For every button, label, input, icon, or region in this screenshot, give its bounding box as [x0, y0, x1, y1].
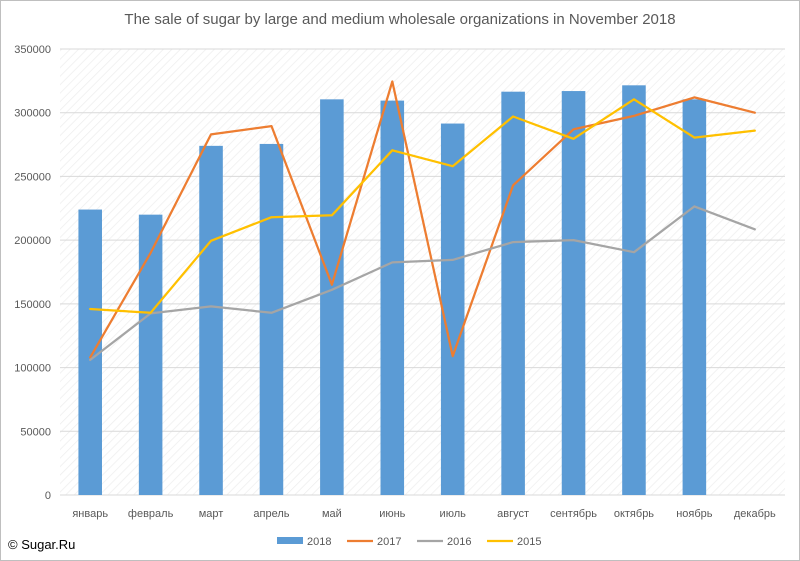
x-tick-label: май	[322, 508, 342, 520]
bar-2018	[320, 99, 344, 495]
x-tick-label: март	[199, 508, 224, 520]
gridlines	[60, 48, 785, 496]
x-tick-label: апрель	[253, 508, 289, 520]
x-tick-label: сентябрь	[550, 508, 597, 520]
y-tick-label: 0	[45, 490, 51, 502]
x-tick-label: январь	[72, 508, 108, 520]
bar-2018	[501, 91, 525, 495]
x-tick-label: июнь	[379, 508, 405, 520]
bar-2018	[622, 85, 646, 496]
y-tick-label: 300000	[14, 108, 51, 120]
copyright-label: © Sugar.Ru	[8, 537, 76, 552]
y-tick-label: 100000	[14, 363, 51, 375]
series-lines	[89, 80, 756, 362]
x-tick-label: декабрь	[734, 508, 776, 520]
bar-2018	[138, 214, 163, 495]
y-tick-label: 150000	[14, 299, 51, 311]
axis-labels: 0 50000 100000 150000 200000 250000 300000 3500…	[14, 44, 776, 520]
x-tick-label: июль	[440, 508, 467, 520]
legend-label-2016: 2016	[447, 536, 471, 548]
legend: 2018 2017 2016 2015	[277, 536, 541, 548]
legend-label-2018: 2018	[307, 536, 331, 548]
legend-label-2015: 2015	[517, 536, 541, 548]
y-tick-label: 350000	[14, 44, 51, 56]
x-tick-label: ноябрь	[676, 508, 713, 520]
line-2016	[89, 205, 756, 362]
y-tick-label: 50000	[20, 426, 51, 438]
x-tick-label: октябрь	[614, 508, 654, 520]
bar-2018	[259, 143, 284, 496]
line-2017	[89, 80, 756, 359]
line-2015	[89, 98, 756, 314]
x-tick-label: август	[497, 508, 529, 520]
y-tick-label: 250000	[14, 171, 51, 183]
bar-2018	[78, 209, 102, 495]
bar-2018	[380, 100, 405, 495]
bar-2018	[440, 123, 465, 495]
bar-2018	[682, 99, 707, 495]
bars-2018	[78, 85, 707, 496]
bar-2018	[561, 91, 586, 496]
legend-swatch-2018	[277, 537, 303, 544]
legend-label-2017: 2017	[377, 536, 401, 548]
chart-title: The sale of sugar by large and medium wh…	[124, 11, 676, 28]
x-tick-label: февраль	[128, 508, 174, 520]
y-tick-label: 200000	[14, 235, 51, 247]
bar-2018	[199, 145, 223, 496]
plot-area	[60, 49, 785, 495]
